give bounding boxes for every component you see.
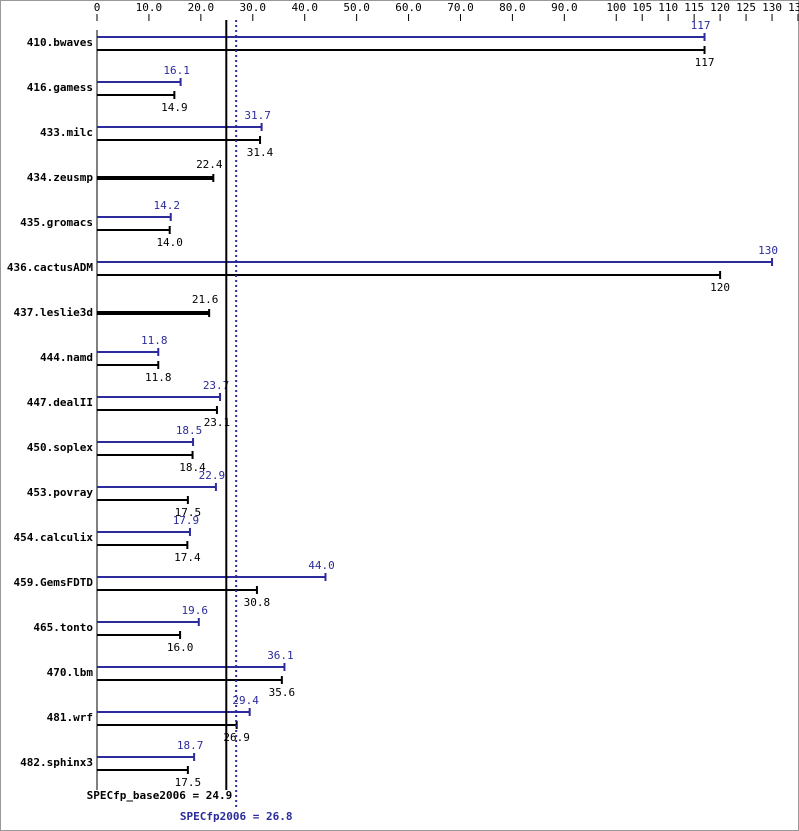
benchmark-label: 410.bwaves	[27, 36, 93, 49]
value-label: 31.7	[244, 109, 271, 122]
benchmark-label: 453.povray	[27, 486, 94, 499]
x-tick-label: 110	[658, 1, 678, 14]
value-label: 11.8	[145, 371, 172, 384]
value-label: 16.1	[163, 64, 190, 77]
x-tick-label: 125	[736, 1, 756, 14]
x-tick-label: 30.0	[240, 1, 267, 14]
value-label: 26.9	[223, 731, 250, 744]
value-label: 11.8	[141, 334, 168, 347]
value-label: 36.1	[267, 649, 294, 662]
benchmark-label: 437.leslie3d	[14, 306, 93, 319]
value-label: 16.0	[167, 641, 194, 654]
benchmark-label: 465.tonto	[33, 621, 93, 634]
x-tick-label: 90.0	[551, 1, 578, 14]
value-label: 22.4	[196, 158, 223, 171]
benchmark-label: 435.gromacs	[20, 216, 93, 229]
x-tick-label: 105	[632, 1, 652, 14]
benchmark-label: 450.soplex	[27, 441, 94, 454]
value-label: 14.0	[156, 236, 183, 249]
value-label: 18.7	[177, 739, 204, 752]
benchmark-label: 433.milc	[40, 126, 93, 139]
benchmark-label: 470.lbm	[47, 666, 94, 679]
benchmark-label: 416.gamess	[27, 81, 93, 94]
x-tick-label: 100	[606, 1, 626, 14]
x-tick-label: 60.0	[395, 1, 422, 14]
benchmark-label: 447.dealII	[27, 396, 93, 409]
reference-label: SPECfp2006 = 26.8	[180, 810, 293, 823]
value-label: 23.1	[204, 416, 231, 429]
benchmark-label: 434.zeusmp	[27, 171, 94, 184]
value-label: 18.5	[176, 424, 203, 437]
value-label: 31.4	[247, 146, 274, 159]
value-label: 19.6	[182, 604, 209, 617]
value-label: 14.2	[153, 199, 180, 212]
x-tick-label: 20.0	[188, 1, 215, 14]
value-label: 30.8	[244, 596, 271, 609]
x-tick-label: 130	[762, 1, 782, 14]
benchmark-label: 481.wrf	[47, 711, 93, 724]
value-label: 35.6	[269, 686, 296, 699]
x-tick-label: 120	[710, 1, 730, 14]
benchmark-label: 459.GemsFDTD	[14, 576, 94, 589]
x-tick-label: 70.0	[447, 1, 474, 14]
value-label: 17.5	[175, 506, 202, 519]
benchmark-label: 482.sphinx3	[20, 756, 93, 769]
value-label: 120	[710, 281, 730, 294]
benchmark-label: 436.cactusADM	[7, 261, 93, 274]
x-tick-label: 0	[94, 1, 101, 14]
value-label: 18.4	[179, 461, 206, 474]
benchmark-label: 444.namd	[40, 351, 93, 364]
value-label: 23.7	[203, 379, 230, 392]
value-label: 17.9	[173, 514, 200, 527]
value-label: 29.4	[232, 694, 259, 707]
value-label: 22.9	[199, 469, 226, 482]
x-tick-label: 135	[788, 1, 799, 14]
value-label: 117	[691, 19, 711, 32]
x-tick-label: 10.0	[136, 1, 163, 14]
value-label: 44.0	[308, 559, 335, 572]
value-label: 117	[695, 56, 715, 69]
value-label: 14.9	[161, 101, 188, 114]
value-label: 17.4	[174, 551, 201, 564]
x-tick-label: 115	[684, 1, 704, 14]
x-tick-label: 80.0	[499, 1, 526, 14]
value-label: 17.5	[175, 776, 202, 789]
reference-label: SPECfp_base2006 = 24.9	[87, 789, 233, 802]
value-label: 21.6	[192, 293, 219, 306]
x-tick-label: 40.0	[291, 1, 318, 14]
x-tick-label: 50.0	[343, 1, 370, 14]
benchmark-label: 454.calculix	[14, 531, 94, 544]
value-label: 130	[758, 244, 778, 257]
